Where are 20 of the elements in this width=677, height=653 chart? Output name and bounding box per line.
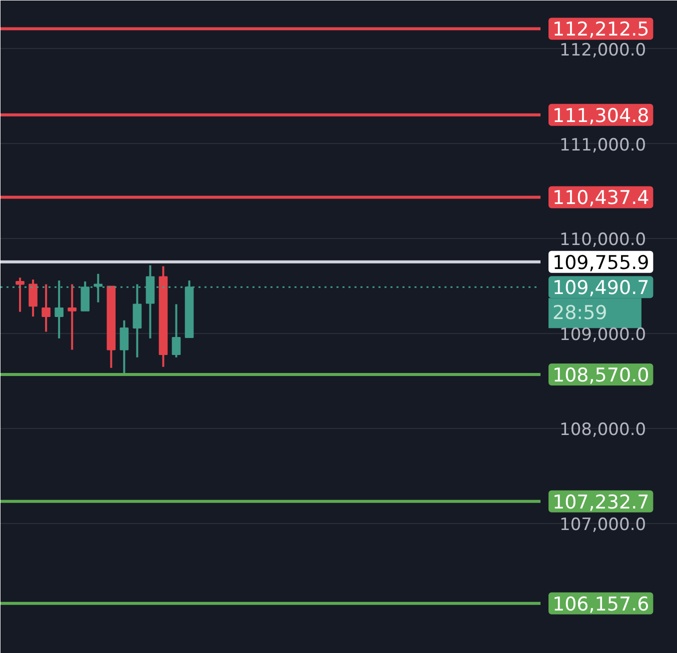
ref-line-label: 107,232.7 — [552, 491, 650, 514]
y-tick-label: 112,000.0 — [560, 40, 646, 60]
ref-line-label: 111,304.8 — [552, 104, 650, 127]
ref-line-label: 109,490.7 — [552, 277, 650, 300]
y-tick-label: 111,000.0 — [560, 135, 646, 156]
y-tick-label: 110,000.0 — [560, 230, 646, 250]
ref-line-label: 106,157.6 — [552, 593, 650, 616]
candlestick — [28, 278, 38, 318]
y-tick-label: 109,000.0 — [560, 325, 646, 346]
ref-line-label: 110,437.4 — [552, 187, 650, 210]
candlestick — [16, 276, 24, 313]
ref-line-label: 108,570.0 — [552, 364, 650, 386]
candlestick — [68, 283, 77, 351]
ref-line-label: 109,755.9 — [552, 252, 650, 274]
candlestick — [42, 283, 50, 333]
candlestick — [172, 303, 181, 358]
annotation: 28:59 — [552, 302, 608, 324]
ref-line-label: 112,212.5 — [552, 18, 650, 41]
y-tick-label: 108,000.0 — [560, 420, 646, 440]
y-tick-label: 107,000.0 — [560, 514, 646, 535]
